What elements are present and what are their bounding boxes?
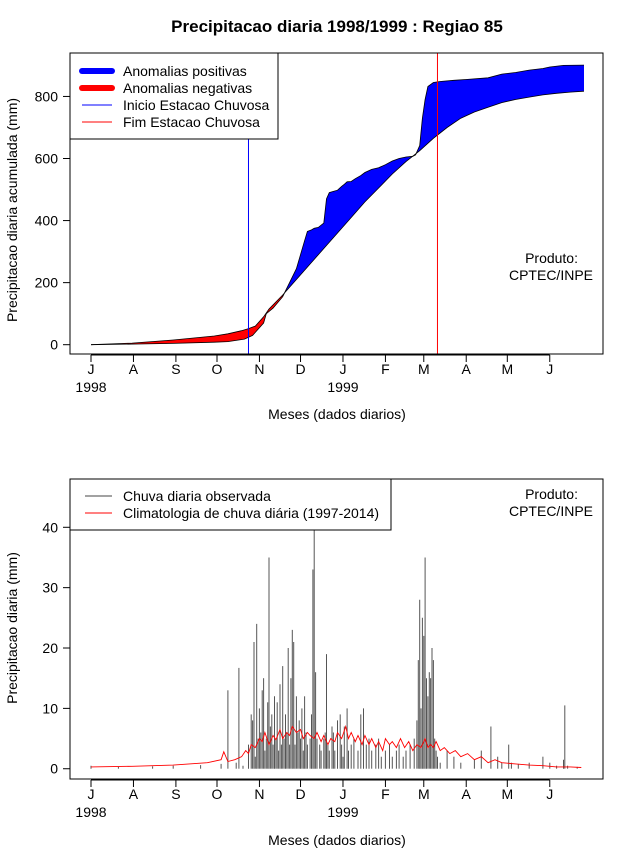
x-tick-label: A [129, 786, 139, 802]
x-tick-label: D [295, 361, 305, 377]
year-label: 1998 [75, 804, 106, 820]
x-tick-label: J [339, 786, 346, 802]
x-tick-label: M [501, 361, 513, 377]
x-tick-label: S [171, 361, 180, 377]
climatology-daily-line [90, 724, 582, 768]
y-axis: 0 10 20 30 40 [42, 519, 70, 777]
positive-anomaly-area-4 [415, 65, 584, 155]
year-label: 1999 [327, 804, 358, 820]
negative-anomaly-area-1 [91, 293, 285, 345]
y-tick-label: 0 [50, 761, 58, 777]
legend-box [69, 478, 392, 531]
x-tick-label: A [129, 361, 139, 377]
x-axis-label: Meses (dados diarios) [268, 832, 406, 848]
legend-label-inicio: Inicio Estacao Chuvosa [123, 97, 270, 113]
y-tick-label: 40 [42, 519, 58, 535]
legend: Anomalias positivas Anomalias negativas … [69, 52, 279, 140]
climatology-accumulated-line [90, 90, 585, 346]
x-tick-label: O [212, 786, 223, 802]
y-axis-label: Precipitacao diaria (mm) [4, 552, 20, 704]
daily-bars [90, 527, 578, 769]
produto-source: CPTEC/INPE [509, 267, 593, 283]
accumulated-panel: 0 200 400 600 800 J A S O N D J F M A M J 1998 1999 Meses… [4, 52, 604, 422]
x-axis: J A S O N D J F M A M J 1998 1999 [75, 354, 553, 395]
legend-label-observed: Chuva diaria observada [123, 488, 271, 504]
climatology-line-group [90, 724, 582, 768]
y-tick-label: 0 [50, 337, 58, 353]
x-tick-label: A [462, 361, 472, 377]
x-axis: J A S O N D J F M A M J 1998 1999 [75, 779, 553, 820]
x-tick-label: M [418, 361, 430, 377]
legend-label-fim: Fim Estacao Chuvosa [123, 114, 260, 130]
legend-label-positive: Anomalias positivas [123, 63, 247, 79]
legend-label-climatology: Climatologia de chuva diária (1997-2014) [123, 505, 379, 521]
y-tick-label: 10 [42, 700, 58, 716]
x-tick-label: J [546, 361, 553, 377]
x-tick-label: J [88, 361, 95, 377]
legend-box [69, 52, 279, 140]
produto-label: Produto: [525, 250, 578, 266]
x-tick-label: D [295, 786, 305, 802]
y-tick-label: 800 [35, 88, 59, 104]
x-tick-label: A [462, 786, 472, 802]
x-tick-label: S [171, 786, 180, 802]
produto-label: Produto: [525, 486, 578, 502]
anomaly-fills [90, 64, 585, 346]
x-tick-label: J [546, 786, 553, 802]
y-tick-label: 20 [42, 640, 58, 656]
y-tick-label: 200 [35, 275, 59, 291]
positive-anomaly-area-2 [284, 156, 412, 294]
year-label: 1999 [327, 379, 358, 395]
observed-accumulated-line [90, 64, 585, 346]
x-tick-label: N [254, 786, 264, 802]
x-tick-label: J [339, 361, 346, 377]
x-tick-label: O [212, 361, 223, 377]
produto-source: CPTEC/INPE [509, 503, 593, 519]
x-tick-label: M [501, 786, 513, 802]
x-tick-label: F [381, 786, 390, 802]
y-tick-label: 400 [35, 213, 59, 229]
year-label: 1998 [75, 379, 106, 395]
legend: Chuva diaria observada Climatologia de c… [69, 478, 392, 531]
x-axis-label: Meses (dados diarios) [268, 406, 406, 422]
x-tick-label: F [381, 361, 390, 377]
x-tick-label: N [254, 361, 264, 377]
x-tick-label: M [418, 786, 430, 802]
chart-title: Precipitacao diaria 1998/1999 : Regiao 8… [171, 17, 503, 36]
y-axis: 0 200 400 600 800 [35, 88, 70, 353]
y-tick-label: 30 [42, 580, 58, 596]
legend-label-negative: Anomalias negativas [123, 80, 252, 96]
daily-panel: 0 10 20 30 40 J A S O N D J F M A M J 1998 1999 Meses (da… [4, 478, 604, 848]
y-axis-label: Precipitacao diaria acumulada (mm) [4, 98, 20, 322]
y-tick-label: 600 [35, 151, 59, 167]
plot-frame [69, 52, 604, 355]
x-tick-label: J [88, 786, 95, 802]
